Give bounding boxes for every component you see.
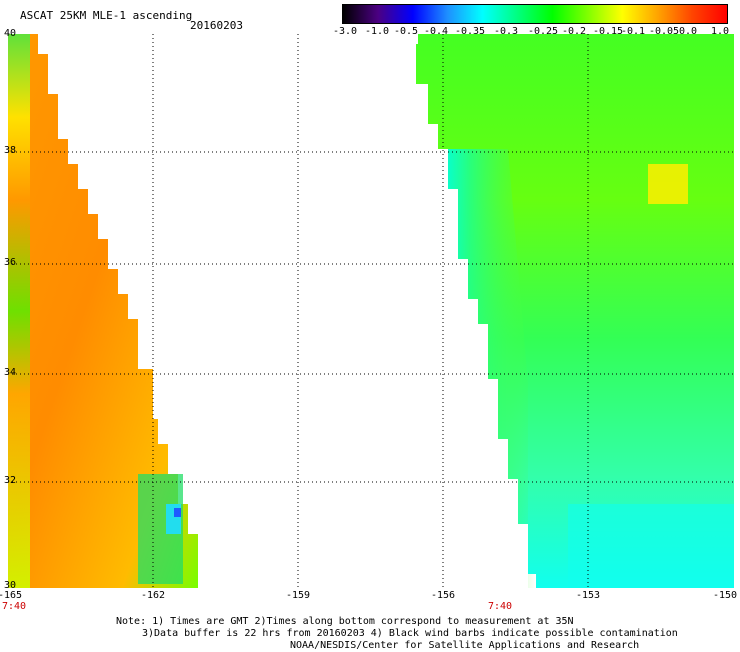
colorbar-label: -0.25 (527, 26, 559, 37)
colorbar (342, 4, 728, 24)
colorbar-label: -3.0 (332, 26, 358, 37)
colorbar-label: -1.0 (364, 26, 390, 37)
colorbar-label: 1.0 (710, 26, 730, 37)
colorbar-label: -0.5 (393, 26, 419, 37)
lon-tick-label: -165 (0, 590, 23, 601)
colorbar-label: -0.35 (454, 26, 486, 37)
colorbar-label: -0.4 (423, 26, 449, 37)
lon-tick-label: -162 (140, 590, 166, 601)
colorbar-labels: -3.0 -1.0 -0.5 -0.4 -0.35 -0.3 -0.25 -0.… (330, 26, 735, 38)
footnote-line: Note: 1) Times are GMT 2)Times along bot… (116, 616, 574, 627)
lon-tick-label: -153 (575, 590, 601, 601)
west-swath-blue-cell (174, 508, 181, 517)
map-plot (8, 34, 734, 588)
colorbar-label: -0.05 (648, 26, 680, 37)
lon-tick-label: -156 (430, 590, 456, 601)
lat-tick-label: 30 (4, 580, 17, 591)
colorbar-label: -0.3 (493, 26, 519, 37)
lat-tick-label: 38 (4, 145, 17, 156)
lat-tick-label: 32 (4, 475, 17, 486)
west-swath-edge (8, 34, 30, 588)
west-swath (8, 34, 198, 588)
pass-time-label: 7:40 (487, 601, 513, 612)
footnote-line: 3)Data buffer is 22 hrs from 20160203 4)… (142, 628, 678, 639)
lon-tick-label: -150 (712, 590, 738, 601)
lat-tick-label: 40 (4, 28, 17, 39)
east-swath-yellow-patch (648, 164, 688, 204)
lat-tick-label: 36 (4, 257, 17, 268)
colorbar-label: -0.1 (620, 26, 646, 37)
map-canvas (8, 34, 734, 588)
graticule (8, 34, 734, 588)
east-swath-cyan-patch (568, 504, 734, 588)
chart-title: ASCAT 25KM MLE-1 ascending (20, 9, 193, 22)
east-swath-edge (448, 149, 536, 588)
chart-date: 20160203 (190, 19, 243, 32)
colorbar-label: -0.2 (561, 26, 587, 37)
lat-tick-label: 34 (4, 367, 17, 378)
pass-time-label: 7:40 (1, 601, 27, 612)
credit-line: NOAA/NESDIS/Center for Satellite Applica… (290, 640, 640, 651)
colorbar-label: -0.15 (592, 26, 624, 37)
lon-tick-label: -159 (285, 590, 311, 601)
colorbar-label: 0.0 (678, 26, 698, 37)
